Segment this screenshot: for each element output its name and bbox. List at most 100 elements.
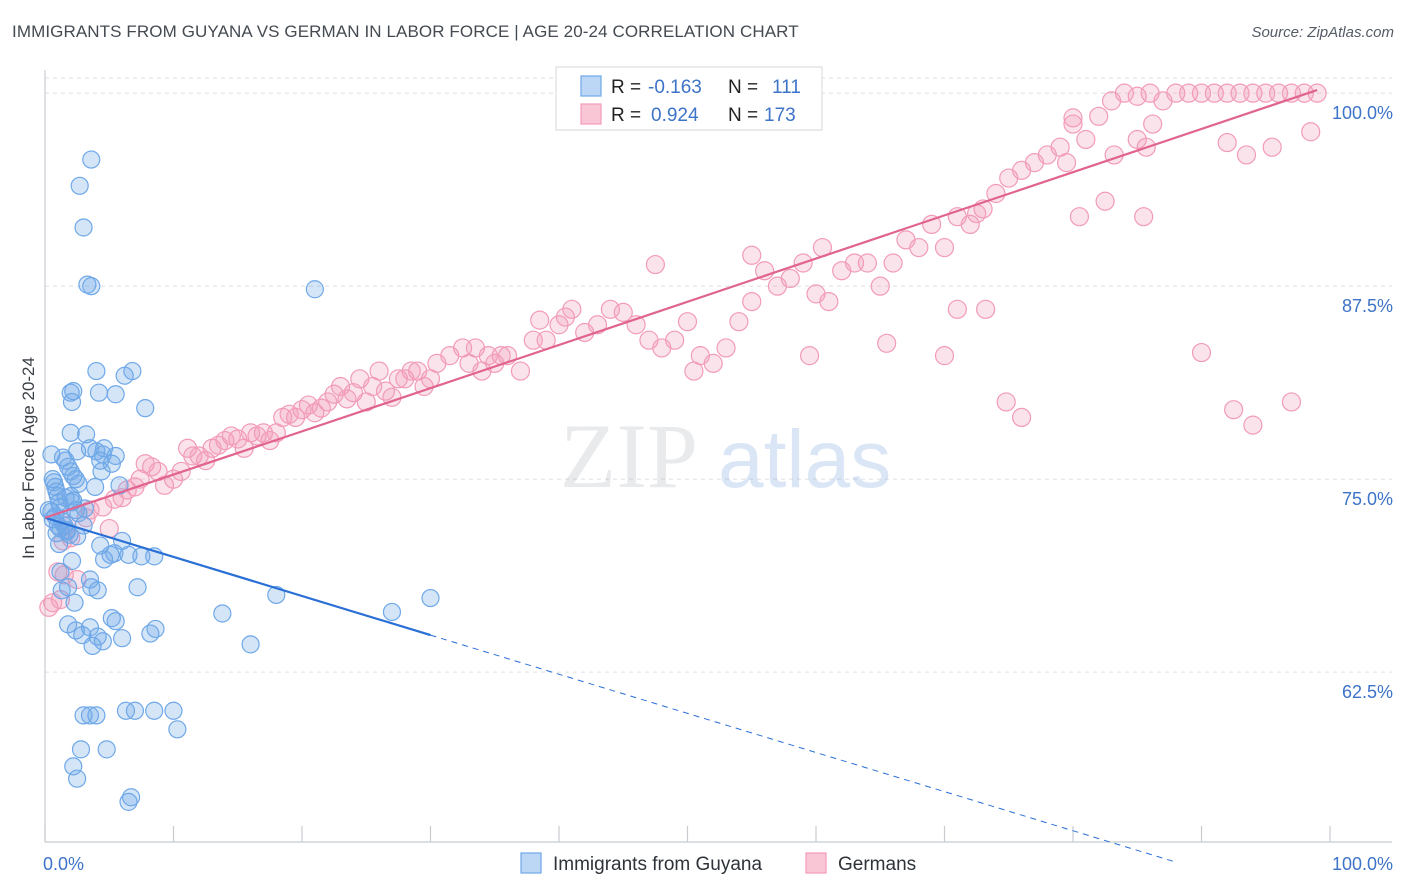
point-germans-47 [324,384,344,404]
point-germans-147 [976,299,996,319]
point-guyana-51 [74,218,93,237]
point-germans-106 [909,237,929,258]
watermark: ZIP atlas [560,405,891,507]
point-guyana-42 [87,361,106,381]
point-germans-13 [104,489,124,509]
point-guyana-47 [136,399,155,418]
point-germans-112 [986,183,1006,204]
point-germans-140 [742,245,762,265]
point-germans-118 [1063,114,1083,134]
point-germans-141 [799,346,820,366]
point-germans-138 [645,254,665,275]
point-germans-119 [1076,129,1096,150]
point-guyana-57 [65,593,84,612]
point-germans-54 [369,361,389,381]
y-tick-label-3: 100.0% [1332,103,1393,123]
point-germans-152 [1095,191,1115,211]
point-germans-87 [665,330,685,350]
point-germans-164 [1262,137,1282,157]
point-germans-151 [1069,207,1090,227]
point-germans-75 [530,310,550,330]
point-guyana-41 [106,446,125,466]
point-germans-107 [922,214,942,234]
legend-item-guyana-swatch [520,852,542,874]
svg-text:N =: N = [728,77,758,98]
x-tick-label-1: 100.0% [1332,854,1393,874]
stat-r-guyana: -0.163 [648,77,702,98]
point-germans-110 [960,214,980,234]
series-germans [39,83,1327,617]
point-guyana-89 [80,706,100,725]
x-tick-labels: 0.0% 100.0% [43,854,1393,874]
point-germans-59 [401,361,421,381]
point-guyana-54 [51,562,70,581]
point-guyana-53 [62,551,82,571]
point-germans-83 [613,302,633,323]
point-germans-139 [684,361,704,381]
point-guyana-90 [71,740,91,759]
trend-line-guyana [44,516,431,637]
point-guyana-74 [83,636,102,656]
point-guyana-43 [89,383,109,402]
point-germans-159 [1301,122,1321,142]
point-germans-148 [996,392,1016,412]
point-germans-22 [163,469,184,489]
point-germans-150 [1056,153,1077,173]
stats-legend: R = -0.163 N = 111 R = 0.924 N = 173 [555,66,823,131]
point-guyana-105 [50,534,69,554]
point-guyana-81 [146,619,165,639]
point-germans-73 [510,361,531,381]
point-guyana-110 [86,477,105,496]
point-guyana-84 [145,701,164,720]
point-guyana-79 [112,629,132,648]
source-label: Source: ZipAtlas.com [1251,24,1394,41]
stat-n-germans: 173 [764,105,796,126]
point-germans-91 [716,338,736,358]
point-guyana-96 [213,604,232,623]
point-guyana-109 [75,499,94,518]
point-guyana-99 [382,602,402,622]
point-guyana-88 [87,706,106,725]
point-guyana-82 [164,701,183,720]
point-guyana-66 [91,536,110,555]
point-guyana-87 [74,706,93,725]
point-guyana-97 [241,635,260,654]
point-guyana-44 [106,385,125,404]
point-germans-96 [780,268,800,289]
point-germans-88 [677,312,698,332]
point-guyana-32 [61,423,80,442]
chart-title: IMMIGRANTS FROM GUYANA VS GERMAN IN LABO… [12,22,799,41]
point-germans-154 [1134,207,1154,227]
y-tick-label-1: 75.0% [1342,489,1393,509]
point-germans-157 [1243,415,1263,435]
svg-text:R =: R = [611,105,641,126]
svg-text:R =: R = [611,77,641,98]
point-germans-77 [549,315,569,335]
watermark-zip: ZIP [560,405,698,507]
point-germans-155 [1191,342,1212,363]
stat-n-guyana: 111 [772,77,801,98]
point-germans-37 [260,430,280,451]
point-guyana-33 [77,425,96,444]
legend-item-germans-swatch [805,852,827,874]
point-guyana-35 [68,442,87,461]
point-guyana-73 [80,618,100,637]
y-tick-label-0: 62.5% [1342,682,1393,702]
point-germans-104 [883,253,903,273]
point-germans-166 [1063,108,1083,128]
point-guyana-98 [267,585,286,605]
y-axis-label: In Labor Force | Age 20-24 [19,357,38,559]
point-guyana-95 [121,788,141,807]
watermark-atlas: atlas [718,414,891,505]
point-germans-143 [877,333,897,353]
point-guyana-46 [123,361,142,381]
point-germans-92 [729,312,749,332]
trend-line-germans [44,89,1318,519]
stat-r-germans: 0.924 [651,105,699,126]
point-guyana-100 [421,588,440,608]
point-guyana-86 [125,701,145,720]
point-germans-90 [703,353,723,373]
point-germans-165 [1143,114,1163,134]
point-guyana-83 [168,720,187,739]
